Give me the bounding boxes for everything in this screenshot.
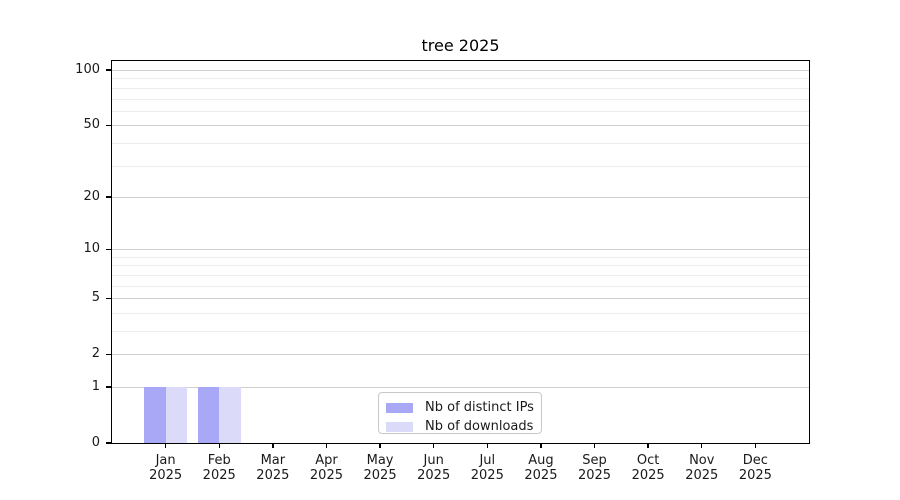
x-tick-month-nov: Nov [689,453,715,468]
x-tick-label-jan: Jan 2025 [131,453,201,483]
x-tick-year-sep: 2025 [577,468,612,483]
y-tick-label-100: 100 [75,62,100,78]
gridline-major-20 [112,196,809,198]
gridline-minor-40 [112,142,809,144]
x-tick-year-oct: 2025 [631,468,665,483]
y-tick-label-10: 10 [83,241,100,257]
x-tick-aug [540,443,542,448]
x-tick-year-jul: 2025 [470,468,504,483]
x-tick-label-aug: Aug 2025 [506,453,576,483]
gridline-minor-4 [112,312,809,314]
bar-distinct-ips-jan [144,386,166,443]
x-tick-label-dec: Dec 2025 [720,453,790,483]
bar-downloads-jan [165,386,188,443]
x-tick-label-apr: Apr 2025 [291,453,361,483]
x-tick-jul [486,443,488,448]
gridline-major-10 [112,249,809,251]
x-tick-label-oct: Oct 2025 [613,453,683,483]
gridline-major-50 [112,125,809,127]
x-tick-nov [701,443,703,448]
x-tick-label-may: May 2025 [345,453,415,483]
x-tick-year-dec: 2025 [738,468,772,483]
gridline-major-2 [112,354,809,356]
gridline-minor-70 [112,98,809,100]
x-tick-mar [272,443,274,448]
x-tick-year-mar: 2025 [256,468,290,483]
chart-title: tree 2025 [421,36,500,55]
x-tick-jan [164,443,167,448]
gridline-minor-3 [112,330,809,332]
x-tick-month-aug: Aug [528,453,554,468]
y-tick-50 [106,124,112,126]
x-tick-label-nov: Nov 2025 [667,453,737,483]
x-tick-year-aug: 2025 [524,468,558,483]
gridline-major-1 [112,386,809,388]
x-tick-year-jun: 2025 [417,468,451,483]
gridline-major-5 [112,298,809,300]
x-tick-may [379,443,381,448]
x-tick-label-mar: Mar 2025 [238,453,308,483]
x-tick-month-apr: Apr [315,453,338,468]
bar-distinct-ips-feb [197,386,220,443]
legend-label-downloads: Nb of downloads [425,419,534,434]
x-tick-year-jan: 2025 [149,468,183,483]
y-tick-20 [106,196,112,198]
x-tick-month-oct: Oct [636,453,660,468]
y-tick-100 [106,69,112,71]
y-tick-10 [106,248,112,250]
gridline-minor-6 [112,285,809,287]
x-tick-label-sep: Sep 2025 [560,453,630,483]
x-tick-label-jun: Jun 2025 [399,453,469,483]
gridline-minor-9 [112,256,809,258]
x-tick-sep [593,443,596,448]
x-tick-label-feb: Feb 2025 [184,453,254,483]
y-tick-label-2: 2 [91,346,100,362]
x-tick-year-apr: 2025 [309,468,343,483]
legend-item-distinct-ips: Nb of distinct IPs [386,398,541,417]
gridline-minor-60 [112,110,809,112]
x-tick-feb [218,443,220,448]
y-tick-label-50: 50 [83,117,100,133]
x-tick-month-sep: Sep [582,453,607,468]
y-tick-1 [106,386,112,388]
x-tick-oct [647,443,649,448]
gridline-minor-7 [112,274,809,276]
x-tick-month-may: May [366,453,394,468]
y-tick-0 [106,442,112,444]
gridline-major-100 [112,70,809,72]
bar-downloads-feb [219,386,241,443]
y-tick-label-20: 20 [83,188,100,204]
x-tick-month-dec: Dec [742,453,768,468]
legend-item-downloads: Nb of downloads [386,417,541,436]
gridline-minor-8 [112,265,809,267]
plot-area: Nb of distinct IPs Nb of downloads [112,61,809,443]
y-tick-label-5: 5 [91,290,100,306]
legend: Nb of distinct IPs Nb of downloads [378,392,542,434]
y-tick-label-0: 0 [91,435,100,450]
y-tick-2 [106,353,112,355]
x-tick-month-jun: Jun [423,453,444,468]
x-tick-month-feb: Feb [207,453,231,468]
x-tick-dec [754,443,757,448]
x-tick-month-jan: Jan [155,453,176,468]
gridline-minor-80 [112,87,809,89]
x-tick-month-mar: Mar [260,453,286,468]
x-tick-month-jul: Jul [479,453,496,468]
legend-swatch-downloads [386,421,413,432]
x-tick-apr [325,443,328,448]
y-tick-5 [106,297,112,299]
x-tick-year-feb: 2025 [202,468,236,483]
legend-label-distinct-ips: Nb of distinct IPs [425,400,534,415]
x-tick-label-jul: Jul 2025 [452,453,522,483]
y-tick-label-1: 1 [91,378,100,394]
gridline-minor-90 [112,78,809,80]
x-tick-year-nov: 2025 [685,468,719,483]
x-tick-year-may: 2025 [363,468,397,483]
gridline-minor-30 [112,165,809,167]
legend-swatch-distinct-ips [386,402,413,413]
x-tick-jun [432,443,435,448]
